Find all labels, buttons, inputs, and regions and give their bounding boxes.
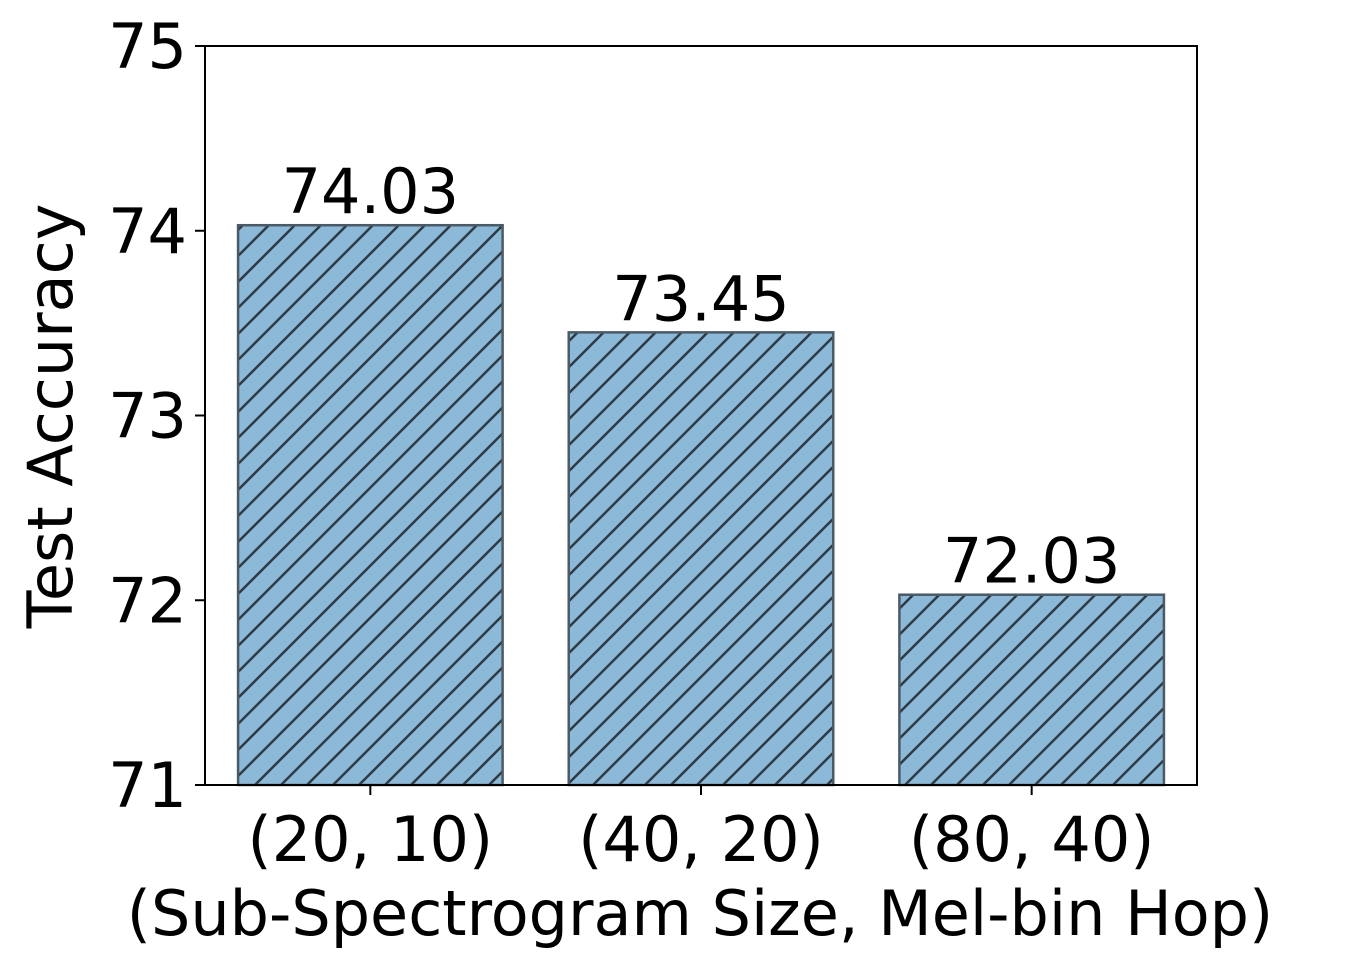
- axes-layer: [195, 45, 1198, 795]
- bar-1: [236, 223, 504, 787]
- x-tick-label-3: (80, 40): [909, 803, 1155, 876]
- y-axis-title: Test Accuracy: [14, 204, 87, 630]
- data-label-1: 74.03: [282, 155, 460, 228]
- x-axis-title: (Sub-Spectrogram Size, Mel-bin Hop): [127, 877, 1273, 950]
- data-label-3: 72.03: [943, 525, 1121, 598]
- y-tick-label-4: 74: [108, 195, 187, 268]
- y-tick-label-5: 75: [108, 10, 187, 83]
- x-tick-label-1: (20, 10): [248, 803, 494, 876]
- bar-2: [567, 331, 835, 787]
- y-tick-label-1: 71: [108, 749, 187, 822]
- plot-frame: [204, 45, 1198, 786]
- data-label-2: 73.45: [612, 262, 790, 335]
- y-tick-label-2: 72: [108, 564, 187, 637]
- bars-layer: [236, 223, 1166, 787]
- bar-3: [898, 593, 1166, 787]
- labels-layer: 74.03 (20, 10) 73.45 (40, 20) 72.03 (80, 40) 7…: [108, 10, 1154, 876]
- x-tick-label-2: (40, 20): [578, 803, 824, 876]
- y-tick-label-3: 73: [108, 380, 187, 453]
